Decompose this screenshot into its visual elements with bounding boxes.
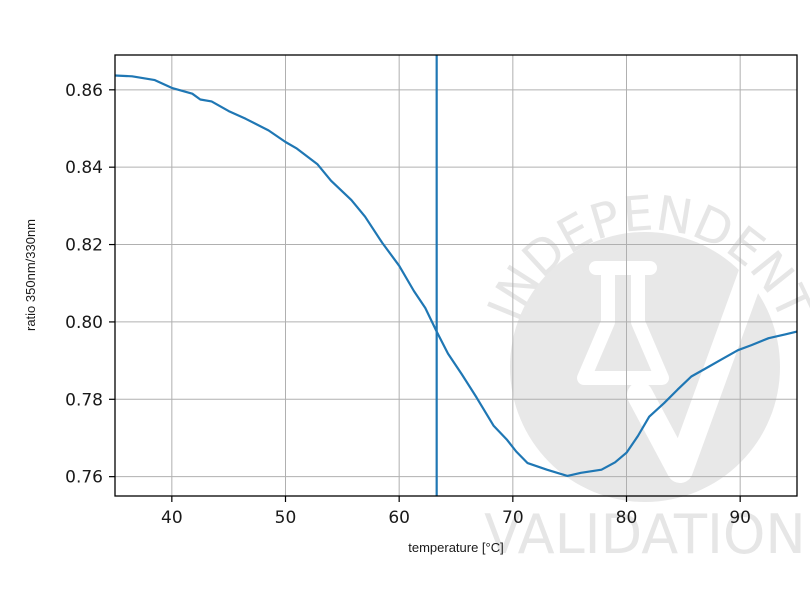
y-tick-label: 0.76 [65,468,103,488]
x-tick-label: 50 [275,508,297,528]
x-axis-label: temperature [°C] [408,540,504,555]
plot-frame [114,54,798,497]
plot-data [114,55,798,496]
x-tick-label: 70 [502,508,524,528]
x-tick-label: 60 [388,508,410,528]
watermark-circle [510,232,780,502]
grid [115,55,797,496]
x-tick-label: 90 [729,508,751,528]
watermark: INDEPENDENT VALIDATION [477,185,810,566]
y-tick-label: 0.80 [65,313,103,333]
watermark-bottom-text: VALIDATION [484,503,806,566]
y-tick-label: 0.82 [65,236,103,256]
x-tick-label: 40 [161,508,183,528]
x-tick-label: 80 [616,508,638,528]
y-tick-label: 0.84 [65,158,103,178]
y-tick-label: 0.78 [65,390,103,410]
y-axis-label: ratio 350nm/330nm [23,219,38,331]
ticks: 40 50 60 70 80 90 0.76 0.78 0.80 0.82 0.84 0.86 [65,81,751,528]
y-tick-label: 0.86 [65,81,103,101]
series-line [114,74,798,477]
